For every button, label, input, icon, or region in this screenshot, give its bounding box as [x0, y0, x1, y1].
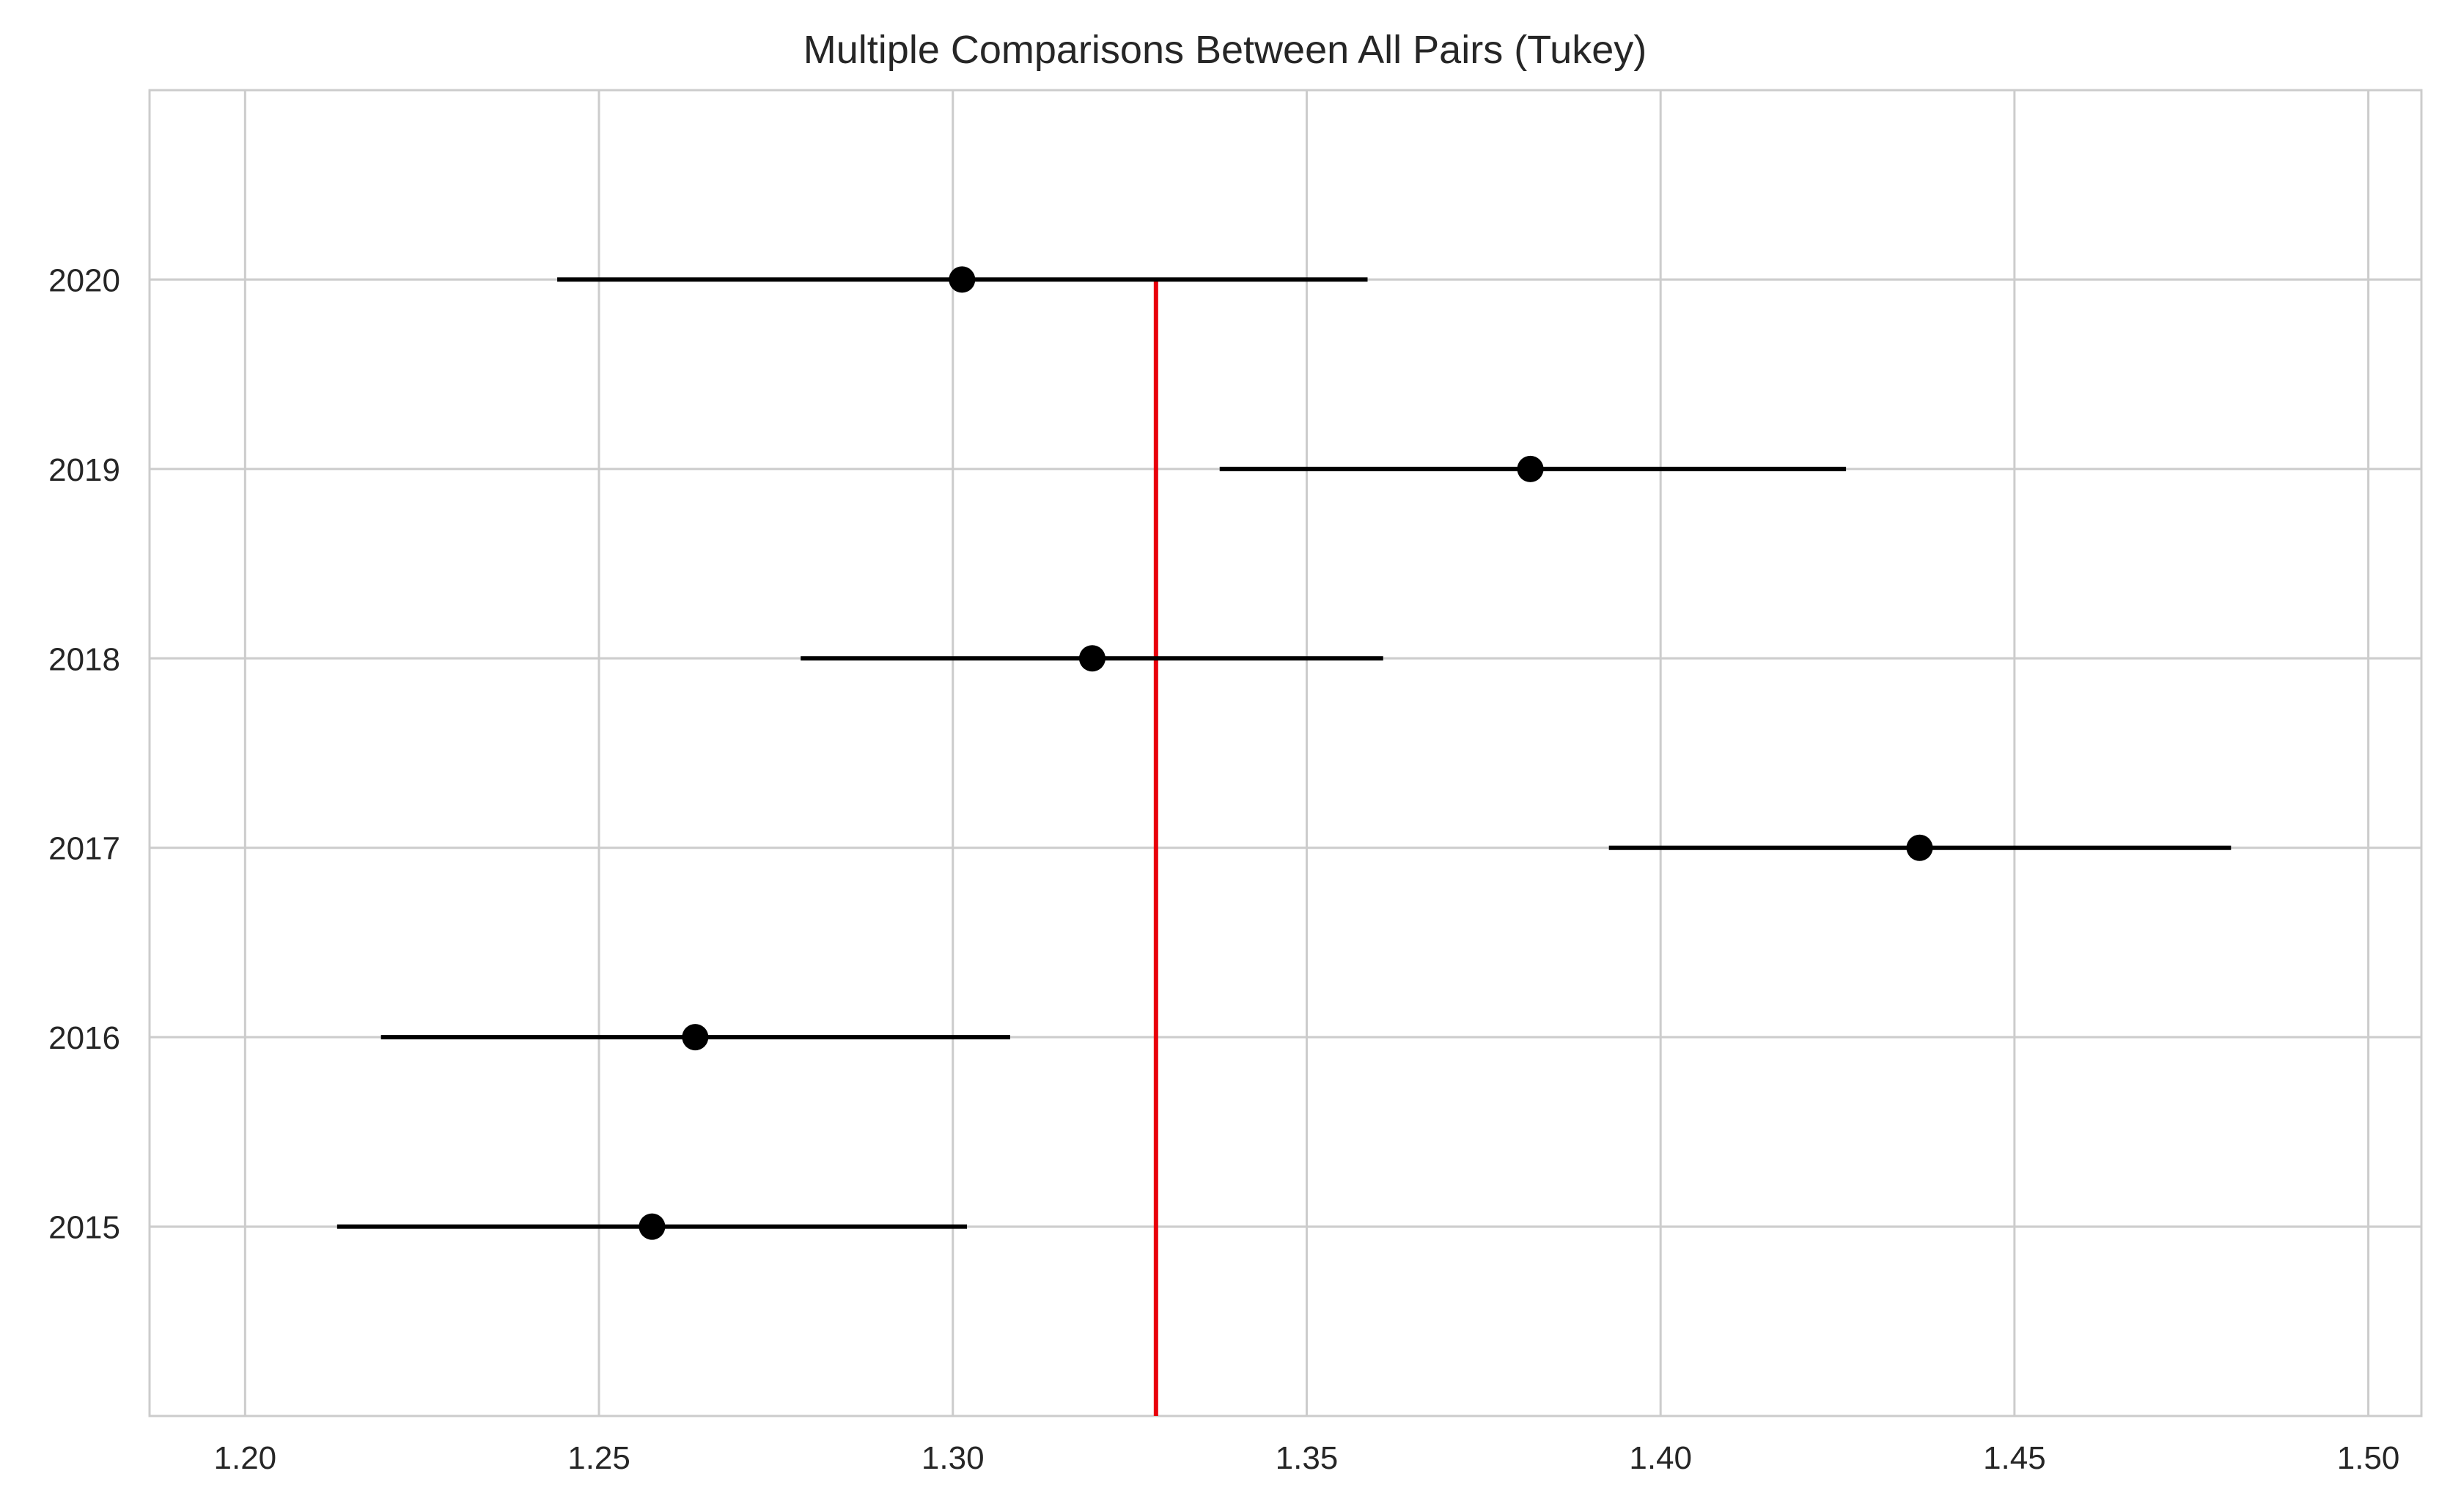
mean-point-2015: [639, 1213, 666, 1240]
x-axis-ticks: 1.20 1.25 1.30 1.35 1.40 1.45 1.50: [214, 1440, 2400, 1476]
y-tick-label: 2018: [48, 641, 120, 677]
x-tick-label: 1.35: [1276, 1440, 1339, 1476]
x-tick-label: 1.30: [921, 1440, 985, 1476]
mean-point-2018: [1078, 645, 1106, 672]
plot-frame: [148, 89, 2423, 1417]
y-tick-label: 2020: [48, 262, 120, 298]
y-tick-label: 2015: [48, 1210, 120, 1246]
x-tick-label: 1.50: [2337, 1440, 2400, 1476]
y-axis-ticks: 2015 2016 2017 2018 2019 2020: [48, 262, 120, 1245]
y-tick-label: 2016: [48, 1020, 120, 1056]
y-tick-label: 2019: [48, 452, 120, 488]
x-tick-label: 1.45: [1983, 1440, 2046, 1476]
mean-points: [639, 266, 1933, 1240]
y-tick-label: 2017: [48, 831, 120, 867]
x-tick-label: 1.20: [214, 1440, 277, 1476]
mean-point-2019: [1517, 455, 1544, 482]
plot-border: [148, 89, 2423, 1417]
x-tick-label: 1.40: [1629, 1440, 1692, 1476]
x-tick-label: 1.25: [567, 1440, 630, 1476]
chart-title: Multiple Comparisons Between All Pairs (…: [803, 28, 1647, 72]
mean-point-2016: [682, 1024, 709, 1051]
mean-point-2020: [949, 266, 976, 293]
mean-point-2017: [1906, 834, 1933, 861]
